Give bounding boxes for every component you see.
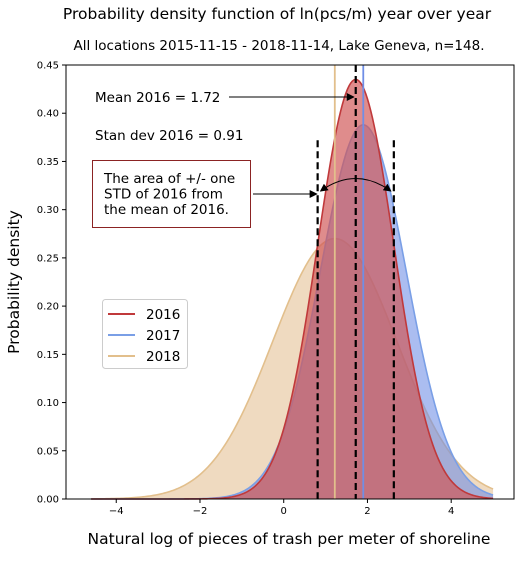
area-annotation-box xyxy=(92,160,251,228)
y-tick-label: 0.25 xyxy=(37,253,59,264)
legend-label-2018: 2018 xyxy=(146,349,180,365)
y-tick-label: 0.05 xyxy=(37,446,59,457)
density-area-2016 xyxy=(91,79,494,499)
plot-area: −4 −2 0 2 4 0.00 0.05 0.10 0.15 0.20 0.25 0.30 0.35 0… xyxy=(37,61,515,517)
x-tick-label: −2 xyxy=(193,506,208,517)
y-tick-label: 0.45 xyxy=(37,61,59,72)
y-tick-label: 0.00 xyxy=(37,495,59,506)
legend-box xyxy=(102,299,188,369)
area-annotation-line: The area of +/- one xyxy=(103,171,235,187)
y-tick-label: 0.40 xyxy=(37,109,59,120)
legend-label-2017: 2017 xyxy=(146,328,180,344)
x-tick-label: 2 xyxy=(364,506,370,517)
y-axis-title: Probability density xyxy=(5,210,23,354)
std-span-arrow xyxy=(319,178,392,192)
area-annotation-line: the mean of 2016. xyxy=(104,202,229,218)
x-axis-title: Natural log of pieces of trash per meter… xyxy=(88,530,491,548)
y-tick-label: 0.30 xyxy=(37,205,59,216)
legend: 2016 2017 2018 xyxy=(102,299,188,369)
y-tick-label: 0.35 xyxy=(37,157,59,168)
std-annotation: Stan dev 2016 = 0.91 xyxy=(95,128,243,144)
x-tick-label: 4 xyxy=(448,506,454,517)
mean-annotation: Mean 2016 = 1.72 xyxy=(95,90,220,106)
y-tick-label: 0.20 xyxy=(37,302,59,313)
area-annotation-line: STD of 2016 from xyxy=(104,187,223,203)
chart-subtitle: All locations 2015-11-15 - 2018-11-14, L… xyxy=(74,38,485,54)
y-tick-label: 0.15 xyxy=(37,350,59,361)
plot-frame xyxy=(65,64,515,500)
y-tick-label: 0.10 xyxy=(37,398,59,409)
legend-label-2016: 2016 xyxy=(146,307,180,323)
x-tick-label: −4 xyxy=(109,506,124,517)
x-tick-label: 0 xyxy=(281,506,287,517)
chart-title: Probability density function of ln(pcs/m… xyxy=(63,5,492,23)
